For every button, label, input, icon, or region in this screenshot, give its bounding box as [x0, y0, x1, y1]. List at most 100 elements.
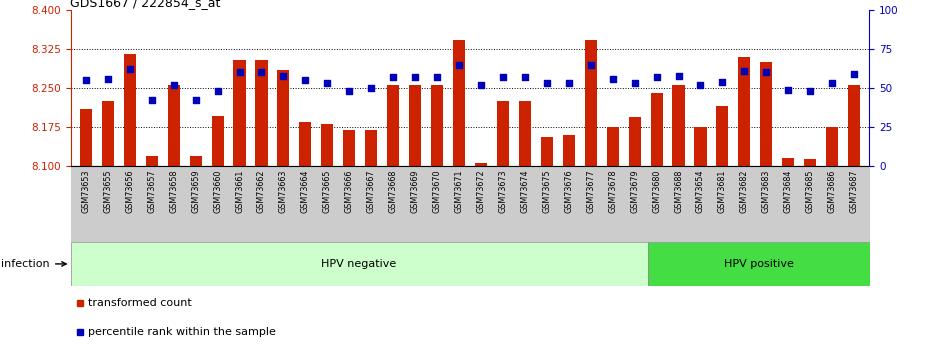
Point [693, 82, 708, 88]
Bar [782, 158, 794, 166]
Point [781, 87, 796, 92]
Text: GSM73660: GSM73660 [213, 169, 222, 213]
Bar [805, 159, 816, 166]
Bar [343, 130, 355, 166]
Text: GSM73681: GSM73681 [718, 169, 727, 213]
Bar [80, 109, 92, 166]
Text: GSM73682: GSM73682 [740, 169, 749, 213]
Text: GSM73679: GSM73679 [630, 169, 639, 213]
Point [671, 73, 686, 78]
Point [561, 80, 576, 86]
Point [474, 82, 489, 88]
Bar [648, 241, 870, 286]
Text: GSM73677: GSM73677 [587, 169, 595, 213]
Text: infection: infection [2, 259, 66, 269]
Text: GSM73665: GSM73665 [322, 169, 332, 213]
Point [188, 98, 203, 103]
Text: GSM73659: GSM73659 [191, 169, 200, 213]
Point [342, 88, 357, 94]
Text: transformed count: transformed count [88, 298, 192, 308]
Bar [70, 241, 648, 286]
Text: GSM73684: GSM73684 [784, 169, 792, 213]
Bar [716, 106, 728, 166]
Bar [102, 101, 114, 166]
Text: GSM73671: GSM73671 [455, 169, 463, 213]
Bar [256, 60, 268, 166]
Text: HPV negative: HPV negative [321, 259, 397, 269]
Bar [760, 62, 773, 166]
Text: GSM73675: GSM73675 [542, 169, 552, 213]
Bar [431, 85, 443, 166]
Point [385, 75, 400, 80]
Text: GSM73666: GSM73666 [345, 169, 353, 213]
Bar [672, 85, 684, 166]
Point [737, 68, 752, 74]
Bar [146, 156, 158, 166]
Point [254, 70, 269, 75]
Point [320, 80, 335, 86]
Bar [848, 85, 860, 166]
Point [824, 80, 839, 86]
Bar [124, 55, 135, 166]
Bar [212, 116, 224, 166]
Bar [629, 118, 641, 166]
Point [583, 62, 598, 68]
Text: GSM73667: GSM73667 [367, 169, 376, 213]
Text: GSM73655: GSM73655 [103, 169, 112, 213]
Text: HPV positive: HPV positive [724, 259, 793, 269]
Bar [540, 137, 553, 166]
Bar [738, 57, 750, 166]
Text: GSM73669: GSM73669 [411, 169, 419, 213]
Bar [167, 85, 180, 166]
Bar [409, 85, 421, 166]
Text: GSM73674: GSM73674 [521, 169, 529, 213]
Text: GSM73678: GSM73678 [608, 169, 618, 213]
Point [517, 75, 532, 80]
Point [122, 67, 137, 72]
Point [803, 88, 818, 94]
Point [166, 82, 181, 88]
Text: GSM73673: GSM73673 [498, 169, 508, 213]
Text: GSM73653: GSM73653 [82, 169, 90, 213]
Point [649, 75, 664, 80]
Text: GDS1667 / 222854_s_at: GDS1667 / 222854_s_at [70, 0, 221, 9]
Text: GSM73670: GSM73670 [432, 169, 442, 213]
Text: GSM73661: GSM73661 [235, 169, 244, 213]
Text: GSM73676: GSM73676 [564, 169, 573, 213]
Text: GSM73683: GSM73683 [761, 169, 771, 213]
Text: GSM73656: GSM73656 [125, 169, 134, 213]
Point [101, 76, 116, 81]
Point [78, 77, 93, 83]
Text: GSM73680: GSM73680 [652, 169, 661, 213]
Text: GSM73668: GSM73668 [388, 169, 398, 213]
Point [605, 76, 620, 81]
Point [144, 98, 159, 103]
Point [298, 77, 313, 83]
Point [759, 70, 774, 75]
Text: GSM73688: GSM73688 [674, 169, 683, 213]
Bar [563, 135, 575, 166]
Bar [190, 156, 202, 166]
Text: GSM73664: GSM73664 [301, 169, 310, 213]
Bar [475, 163, 487, 166]
Text: GSM73658: GSM73658 [169, 169, 179, 213]
Bar [321, 124, 334, 166]
Bar [453, 40, 465, 166]
Point [364, 85, 379, 91]
Point [540, 80, 555, 86]
Point [495, 75, 510, 80]
Point [232, 70, 247, 75]
Text: GSM73687: GSM73687 [850, 169, 858, 213]
Text: GSM73663: GSM73663 [279, 169, 288, 213]
Bar [365, 130, 377, 166]
Text: GSM73685: GSM73685 [806, 169, 815, 213]
Point [408, 75, 423, 80]
Bar [650, 93, 663, 166]
Point [276, 73, 291, 78]
Bar [826, 127, 838, 166]
Text: GSM73654: GSM73654 [696, 169, 705, 213]
Text: GSM73657: GSM73657 [148, 169, 156, 213]
Bar [497, 101, 509, 166]
Bar [606, 127, 619, 166]
Point [451, 62, 466, 68]
